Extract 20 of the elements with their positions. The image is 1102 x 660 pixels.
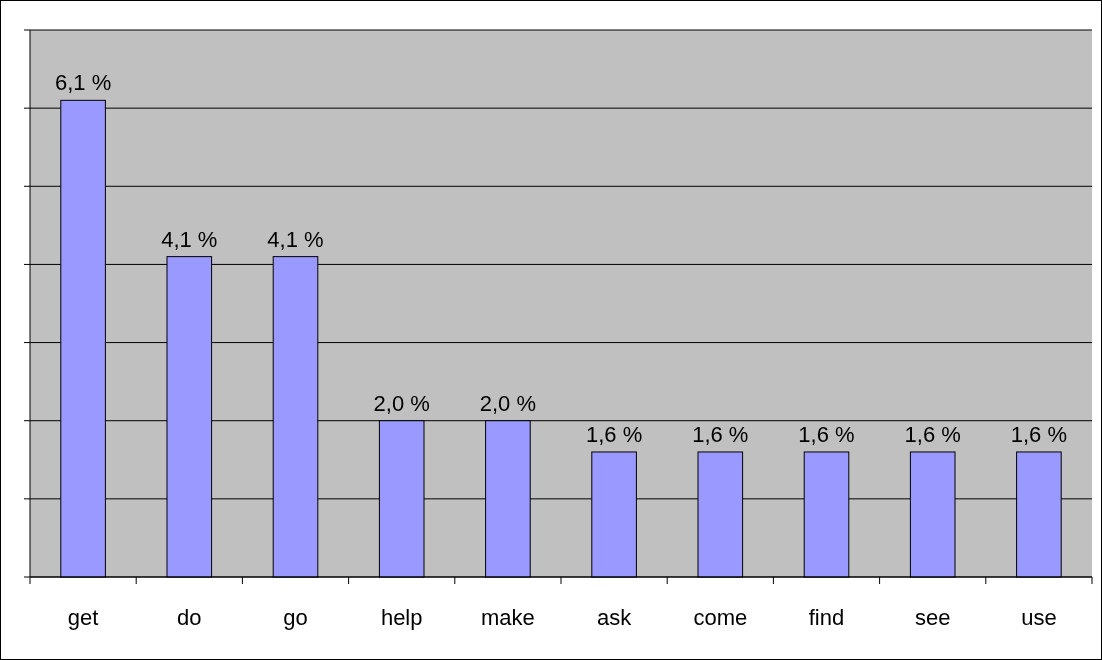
x-tick-label: ask (596, 605, 633, 630)
x-tick-label: go (283, 605, 308, 630)
x-tick-label: make (481, 605, 535, 630)
x-tick-label: come (693, 605, 748, 630)
data-label: 4,1 % (267, 226, 324, 252)
data-label: 1,6 % (904, 421, 961, 447)
data-label: 2,0 % (479, 390, 537, 416)
data-label: 1,6 % (1010, 421, 1068, 447)
x-tick-label: use (1021, 605, 1057, 630)
data-label: 1,6 % (692, 421, 749, 447)
x-tick-label: find (808, 605, 845, 630)
data-label: 4,1 % (161, 226, 218, 252)
data-label: 1,6 % (585, 421, 643, 447)
data-label: 2,0 % (373, 390, 430, 416)
x-tick-label: help (380, 605, 423, 630)
x-tick-label: do (177, 605, 202, 630)
x-tick-label: see (914, 605, 951, 630)
x-tick-label: get (67, 605, 99, 630)
data-label: 6,1 % (54, 70, 112, 96)
data-label: 1,6 % (798, 421, 855, 447)
